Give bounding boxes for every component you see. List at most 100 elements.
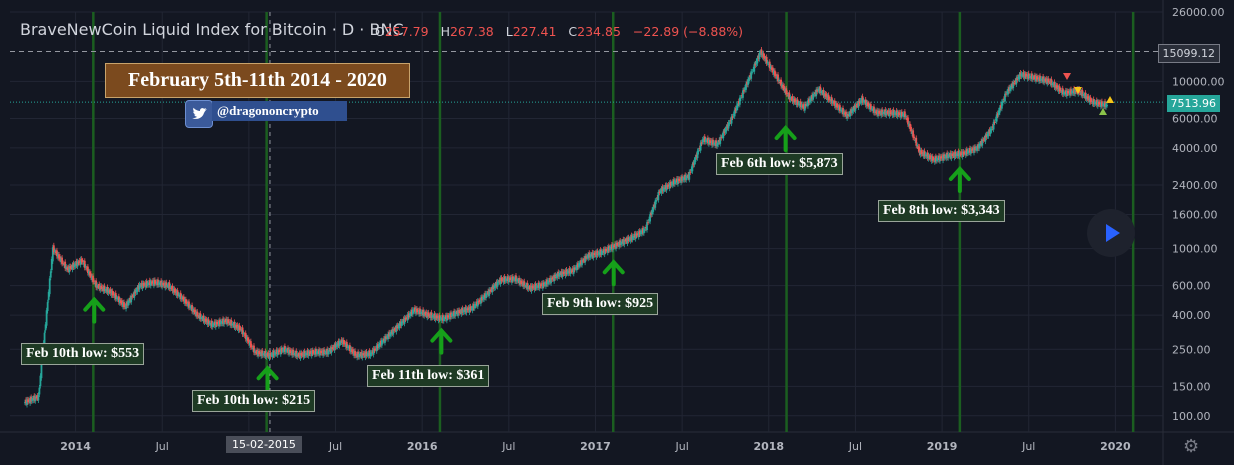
candle-body <box>1010 85 1013 89</box>
candle-body <box>759 51 762 55</box>
candle-body <box>1101 101 1103 106</box>
candle-body <box>652 206 655 212</box>
candle-body <box>599 249 602 255</box>
candle-body <box>850 109 853 114</box>
ohlc-readout: O257.79 H267.38 L227.41 C234.85 −22.89 (… <box>375 24 751 39</box>
candle-body <box>497 282 500 284</box>
candle-body <box>1015 77 1018 85</box>
candle-body <box>58 254 60 259</box>
candle-body <box>506 276 509 282</box>
candle-body <box>836 105 839 108</box>
candle-body <box>625 239 628 242</box>
candle-body <box>874 110 876 114</box>
candle-body <box>245 337 248 341</box>
candle-body <box>493 285 496 289</box>
candle-body <box>580 260 582 265</box>
candle-body <box>262 353 265 355</box>
candle-body <box>84 266 87 268</box>
candle-body <box>920 150 923 154</box>
candle-body <box>74 263 77 267</box>
candle-body <box>361 352 364 358</box>
candle-body <box>376 344 379 348</box>
candle-body <box>1041 78 1043 81</box>
candle-body <box>520 280 523 284</box>
candle-body <box>893 112 896 115</box>
candle-body <box>71 264 74 270</box>
candle-body <box>631 235 634 240</box>
candle-body <box>540 283 543 287</box>
candle-body <box>454 311 457 317</box>
gear-icon[interactable]: ⚙ <box>1183 436 1200 456</box>
candle-body <box>879 111 882 114</box>
candle-body <box>129 297 132 301</box>
replay-play-button[interactable] <box>1087 209 1135 257</box>
candle-body <box>230 319 233 326</box>
candle-body <box>908 123 910 126</box>
candle-body <box>342 339 345 345</box>
candle-body <box>868 105 871 110</box>
candle-body <box>723 130 726 134</box>
candle-body <box>891 111 894 116</box>
candle-body <box>133 291 136 298</box>
candle-body <box>867 103 870 107</box>
candle-body <box>1050 78 1053 86</box>
candle-body <box>27 399 29 403</box>
candle-body <box>852 108 855 112</box>
candle-body <box>897 112 900 115</box>
candle-body <box>321 350 323 354</box>
candle-body <box>781 84 784 88</box>
candle-body <box>441 315 444 321</box>
candle-body <box>116 298 119 300</box>
candle-body <box>366 353 369 355</box>
candle-body <box>1072 90 1074 94</box>
candle-body <box>837 106 840 111</box>
candle-body <box>95 280 98 288</box>
candle-body <box>1056 85 1059 90</box>
candle-body <box>200 316 203 320</box>
candle-body <box>34 396 37 402</box>
candle-body <box>927 155 930 160</box>
candle-body <box>435 315 438 318</box>
candle-body <box>97 286 100 288</box>
candle-body <box>474 303 477 306</box>
candle-body <box>56 250 58 257</box>
signal-triangle-icon <box>1099 108 1107 115</box>
candle-body <box>687 174 690 178</box>
candle-body <box>808 98 810 103</box>
candle-body <box>855 105 858 107</box>
candle-body <box>905 116 907 118</box>
candle-body <box>462 309 465 313</box>
candle-body <box>123 301 125 308</box>
candle-body <box>954 151 957 157</box>
candle-body <box>256 349 258 355</box>
candle-body <box>253 345 255 353</box>
candle-body <box>570 270 573 272</box>
high-line-price-tag: 15099.12 <box>1157 44 1220 63</box>
candle-body <box>542 282 545 286</box>
candle-body <box>886 112 889 114</box>
candle-body <box>1096 101 1099 107</box>
candle-body <box>217 321 220 327</box>
candle-body <box>579 262 581 266</box>
candle-body <box>966 150 969 154</box>
candle-body <box>1092 99 1095 105</box>
candle-body <box>443 317 446 319</box>
candle-body <box>202 315 205 322</box>
candle-body <box>514 277 516 282</box>
candle-body <box>357 351 360 358</box>
candle-body <box>585 255 588 259</box>
candle-body <box>198 315 201 319</box>
candle-body <box>272 350 275 356</box>
candle-body <box>776 76 778 79</box>
candle-body <box>679 178 681 181</box>
candle-body <box>317 351 319 354</box>
candle-body <box>942 155 944 161</box>
candle-body <box>61 257 63 264</box>
candle-body <box>949 152 952 157</box>
candle-body <box>621 241 624 244</box>
candle-body <box>670 183 673 185</box>
candle-body <box>444 315 447 320</box>
candle-body <box>501 279 504 281</box>
candle-body <box>666 185 669 187</box>
